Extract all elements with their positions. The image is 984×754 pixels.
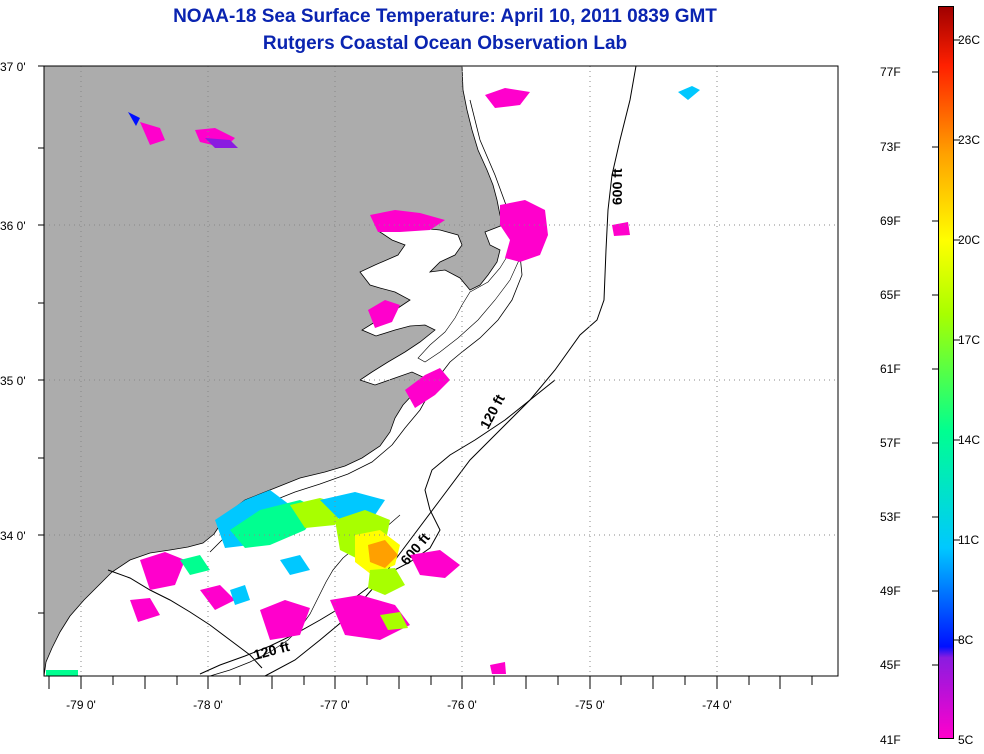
lon-label-77: -77 0' — [320, 698, 350, 712]
colorbar-c-23: 23C — [958, 133, 981, 147]
lon-label-76: -76 0' — [447, 698, 477, 712]
lon-ticks — [48, 676, 813, 689]
plot-frame — [43, 65, 839, 677]
sst-patches — [46, 86, 700, 676]
colorbar-f-65: 65F — [880, 288, 901, 302]
lon-label-79: -79 0' — [66, 698, 96, 712]
colorbar-f-57: 57F — [880, 436, 901, 450]
lat-label-36: 36 0' — [0, 219, 26, 233]
colorbar-c-5: 5C — [958, 733, 974, 747]
colorbar-c-26: 26C — [958, 33, 981, 47]
map-subtitle: Rutgers Coastal Ocean Observation Lab — [262, 33, 628, 54]
map-title: NOAA-18 Sea Surface Temperature: April 1… — [173, 6, 717, 27]
colorbar-f-49: 49F — [880, 584, 901, 598]
lon-label-75: -75 0' — [575, 698, 605, 712]
colorbar-c-20: 20C — [958, 233, 981, 247]
colorbar-ticks — [932, 39, 960, 666]
colorbar-f-73: 73F — [880, 140, 901, 154]
lat-label-35: 35 0' — [0, 374, 26, 388]
colorbar-f-69: 69F — [880, 214, 901, 228]
temperature-colorbar — [938, 6, 954, 739]
isobath-120ft-west — [107, 569, 263, 669]
colorbar-f-41: 41F — [880, 733, 901, 747]
colorbar-f-61: 61F — [880, 362, 901, 376]
colorbar-c-17: 17C — [958, 333, 981, 347]
lat-ticks — [38, 65, 44, 614]
colorbar-f-77: 77F — [880, 65, 901, 79]
lon-label-78: -78 0' — [193, 698, 223, 712]
colorbar-c-14: 14C — [958, 433, 981, 447]
colorbar-c-8: 8C — [958, 633, 974, 647]
lat-label-34: 34 0' — [0, 529, 26, 543]
lon-label-74: -74 0' — [702, 698, 732, 712]
isobath-label-600ft-north: 600 ft — [609, 168, 625, 205]
lat-label-37: 37 0' — [0, 60, 26, 74]
colorbar-c-11: 11C — [958, 533, 980, 547]
colorbar-f-53: 53F — [880, 510, 901, 524]
colorbar-f-45: 45F — [880, 658, 901, 672]
graticule — [44, 66, 838, 676]
